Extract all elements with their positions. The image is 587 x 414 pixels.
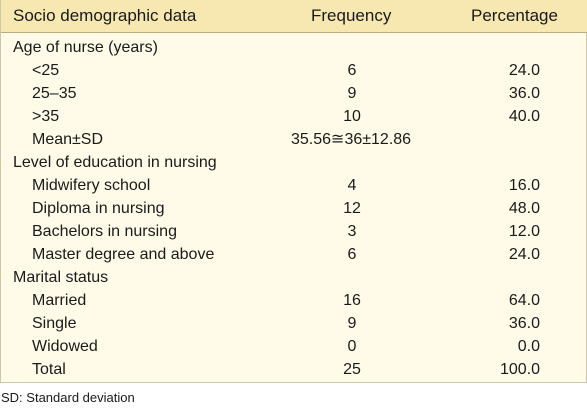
row-percentage: 48.0 [508,200,540,217]
header-frequency: Frequency [311,6,392,25]
table-row: Mean±SD 35.56≅36±12.86 [1,128,587,151]
row-frequency: 12 [343,200,361,217]
table-row: Master degree and above 6 24.0 [1,243,587,266]
table-row: Midwifery school 4 16.0 [1,174,587,197]
row-frequency: 6 [347,246,357,263]
row-label: 25–35 [32,85,77,102]
row-label: Bachelors in nursing [32,223,177,240]
row-frequency: 16 [343,292,361,309]
row-label: <25 [32,62,60,79]
row-frequency: 0 [347,338,357,355]
header-socio-demographic: Socio demographic data [13,6,197,25]
row-frequency: 3 [347,223,357,240]
header-percentage: Percentage [471,6,558,25]
row-percentage: 64.0 [508,292,540,309]
table-row: 25–35 9 36.0 [1,82,587,105]
table-row-total: Total 25 100.0 [1,358,587,381]
row-label: Diploma in nursing [32,200,165,217]
row-frequency: 25 [343,361,361,378]
row-percentage: 40.0 [508,108,540,125]
table-row: Bachelors in nursing 3 12.0 [1,220,587,243]
row-frequency: 6 [347,62,357,79]
row-percentage: 24.0 [508,246,540,263]
section-row-education: Level of education in nursing [1,151,587,174]
row-percentage: 36.0 [508,85,540,102]
row-frequency: 9 [347,85,357,102]
table-row: Single 9 36.0 [1,312,587,335]
table-body: Age of nurse (years) <25 6 24.0 25–35 9 … [1,36,587,381]
row-percentage: 24.0 [508,62,540,79]
section-title: Age of nurse (years) [13,39,158,56]
table-row: Married 16 64.0 [1,289,587,312]
row-frequency: 9 [347,315,357,332]
row-frequency: 4 [347,177,357,194]
table-footnote: SD: Standard deviation [1,390,135,405]
table-row: <25 6 24.0 [1,59,587,82]
row-percentage: 36.0 [508,315,540,332]
row-frequency: 35.56≅36±12.86 [291,131,412,148]
row-label: Mean±SD [32,131,104,148]
row-percentage: 12.0 [508,223,540,240]
row-percentage: 0.0 [517,338,540,355]
section-row-age: Age of nurse (years) [1,36,587,59]
row-label: Midwifery school [32,177,151,194]
row-label: Widowed [32,338,98,355]
row-label: Married [32,292,87,309]
row-label: >35 [32,108,60,125]
table-row: Widowed 0 0.0 [1,335,587,358]
row-percentage: 16.0 [508,177,540,194]
table-row: >35 10 40.0 [1,105,587,128]
table-row: Diploma in nursing 12 48.0 [1,197,587,220]
row-percentage: 100.0 [499,361,540,378]
row-label: Master degree and above [32,246,215,263]
row-frequency: 10 [343,108,361,125]
table-header: Socio demographic data Frequency Percent… [1,0,587,33]
section-title: Marital status [13,269,109,286]
section-title: Level of education in nursing [13,154,217,171]
demographics-table: Socio demographic data Frequency Percent… [0,0,587,383]
row-label: Total [32,361,66,378]
section-row-marital: Marital status [1,266,587,289]
row-label: Single [32,315,77,332]
